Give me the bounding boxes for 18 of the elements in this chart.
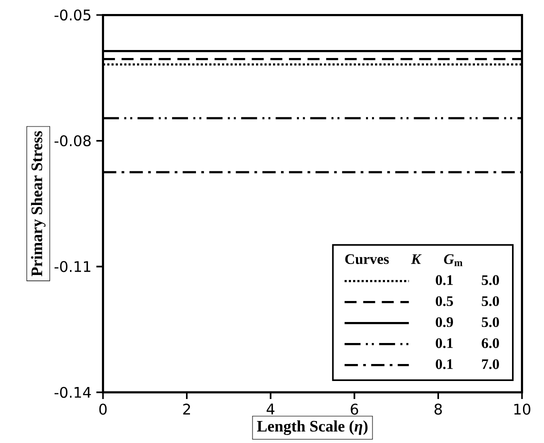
y-axis-title: Primary Shear Stress bbox=[31, 131, 46, 276]
x-tick-label: 2 bbox=[183, 404, 190, 415]
x-tick-label: 4 bbox=[266, 404, 274, 414]
x-axis-title: Length Scale (η) bbox=[257, 420, 368, 435]
legend-label: 0.1 7.0 bbox=[436, 359, 499, 370]
text: Curves K G$_{m}$ bbox=[345, 254, 462, 266]
y-tick-label: -0.05 bbox=[54, 9, 90, 21]
legend-label: 0.1 5.0 bbox=[436, 275, 499, 286]
y-tick-label: -0.11 bbox=[54, 261, 90, 272]
legend-label: 0.5 5.0 bbox=[436, 296, 499, 306]
y-tick-label: -0.08 bbox=[54, 135, 91, 146]
x-tick-label: 8 bbox=[434, 404, 442, 415]
legend-label: 0.1 6.0 bbox=[436, 338, 499, 348]
x-tick-label: 10 bbox=[514, 404, 530, 415]
x-tick-label: 0 bbox=[99, 404, 107, 415]
legend-label: 0.9 5.0 bbox=[436, 317, 499, 328]
y-tick-label: -0.14 bbox=[54, 386, 91, 398]
x-tick-label: 6 bbox=[350, 404, 358, 415]
